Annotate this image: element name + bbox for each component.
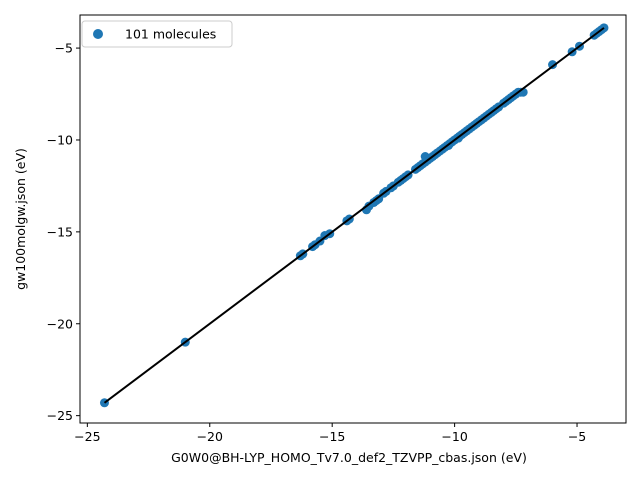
- y-tick-label: −20: [47, 316, 73, 331]
- y-axis-label: gw100molgw.json (eV): [13, 148, 28, 290]
- y-tick-label: −10: [47, 132, 73, 147]
- y-tick-label: −15: [47, 224, 73, 239]
- x-tick-label: −25: [74, 429, 100, 444]
- x-tick-label: −10: [441, 429, 467, 444]
- x-tick-label: −20: [197, 429, 223, 444]
- axes-frame: [79, 14, 627, 424]
- legend-label: 101 molecules: [125, 27, 216, 42]
- fit-line: [103, 27, 605, 404]
- legend-box: [81, 20, 233, 48]
- y-tick-label: −5: [55, 41, 73, 56]
- x-tick-label: −15: [319, 429, 345, 444]
- plot-area: [99, 23, 609, 408]
- legend: 101 molecules: [81, 20, 233, 48]
- axes: −25 −20 −15 −10 −5 −25 −20 −15 −10 −5: [47, 14, 627, 444]
- legend-marker: [93, 29, 103, 39]
- x-tick-label: −5: [568, 429, 586, 444]
- y-tick-label: −25: [47, 408, 73, 423]
- x-axis-label: G0W0@BH-LYP_HOMO_Tv7.0_def2_TZVPP_cbas.j…: [171, 450, 527, 465]
- data-point: [548, 60, 558, 70]
